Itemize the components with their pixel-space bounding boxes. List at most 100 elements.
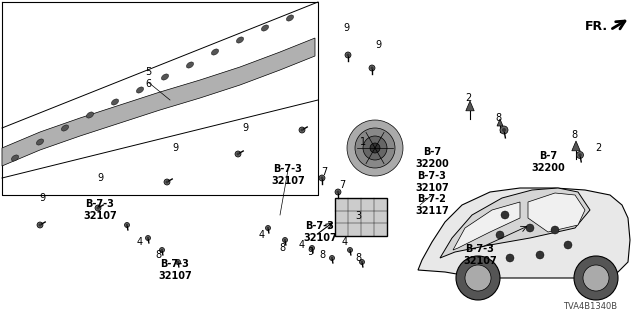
Circle shape [311,247,313,249]
Text: B-7
32200: B-7 32200 [415,147,449,169]
Ellipse shape [287,15,294,21]
Ellipse shape [111,99,118,105]
Circle shape [159,247,164,252]
Circle shape [536,251,544,259]
Ellipse shape [86,112,93,118]
Text: FR.: FR. [585,20,608,34]
Circle shape [177,261,179,263]
Text: B-7-3
32107: B-7-3 32107 [415,171,449,193]
Text: 8: 8 [355,253,361,263]
Circle shape [577,151,584,158]
Polygon shape [497,119,503,126]
Text: 8: 8 [495,113,501,123]
Ellipse shape [61,125,68,131]
Circle shape [465,265,491,291]
Text: 1: 1 [360,137,366,147]
Polygon shape [572,141,580,151]
Circle shape [369,65,375,71]
Text: 8: 8 [319,250,325,260]
Ellipse shape [211,49,219,55]
Circle shape [348,247,353,252]
Polygon shape [440,188,590,258]
Circle shape [301,129,303,132]
Circle shape [347,120,403,176]
Text: 9: 9 [242,123,248,133]
Bar [335,198,387,236]
Circle shape [125,222,129,228]
Text: B-7
32200: B-7 32200 [531,151,565,173]
Text: B-7-3
32107: B-7-3 32107 [303,221,337,243]
Circle shape [97,206,99,210]
Circle shape [506,254,514,262]
Text: 4: 4 [342,237,348,247]
Circle shape [583,265,609,291]
Circle shape [166,180,168,183]
Text: 7: 7 [321,167,327,177]
Ellipse shape [12,155,19,161]
Text: TVA4B1340B: TVA4B1340B [563,302,617,311]
Text: B-7-3
32107: B-7-3 32107 [83,199,117,221]
Circle shape [161,249,163,251]
Circle shape [145,236,150,241]
Text: B-7-2
32117: B-7-2 32117 [415,194,449,216]
Circle shape [370,143,380,153]
Circle shape [349,249,351,251]
Circle shape [579,153,582,157]
Circle shape [310,245,314,251]
Text: 8: 8 [155,250,161,260]
Circle shape [237,153,239,156]
Circle shape [371,67,374,69]
Circle shape [345,52,351,58]
Ellipse shape [261,25,269,31]
Circle shape [267,227,269,229]
Circle shape [235,151,241,157]
Circle shape [500,126,508,134]
Text: 4: 4 [137,237,143,247]
Circle shape [355,128,395,168]
Circle shape [337,190,339,194]
Text: 4: 4 [299,240,305,250]
Ellipse shape [161,74,168,80]
Text: 4: 4 [259,230,265,240]
Circle shape [496,231,504,239]
Polygon shape [466,101,474,111]
Circle shape [330,255,335,260]
Circle shape [331,257,333,259]
Text: 8: 8 [571,130,577,140]
Circle shape [125,224,128,226]
Circle shape [147,237,149,239]
Text: B-7-3
32107: B-7-3 32107 [463,244,497,266]
Ellipse shape [136,87,143,93]
Ellipse shape [186,62,193,68]
Text: 9: 9 [307,247,313,257]
Text: B-7-3
32107: B-7-3 32107 [158,259,192,281]
Text: 9: 9 [97,173,103,183]
Circle shape [551,226,559,234]
Circle shape [346,53,349,57]
Circle shape [164,179,170,185]
Text: 9: 9 [39,193,45,203]
Circle shape [502,128,506,132]
Text: 7: 7 [339,180,345,190]
Circle shape [321,177,323,180]
Circle shape [574,256,618,300]
Circle shape [299,127,305,133]
Circle shape [456,256,500,300]
Text: 3: 3 [355,211,361,221]
Text: 2: 2 [595,143,601,153]
Polygon shape [453,202,520,250]
Circle shape [363,136,387,160]
Text: 9: 9 [172,143,178,153]
Circle shape [284,239,286,241]
Circle shape [266,226,271,230]
Text: B-7-3
32107: B-7-3 32107 [271,164,305,186]
Circle shape [360,260,365,265]
Circle shape [282,237,287,243]
Polygon shape [418,188,630,278]
Text: 9: 9 [375,40,381,50]
Circle shape [335,189,341,195]
Ellipse shape [36,139,44,145]
Polygon shape [528,193,585,232]
Text: 9: 9 [343,23,349,33]
Text: 5
6: 5 6 [145,67,151,89]
